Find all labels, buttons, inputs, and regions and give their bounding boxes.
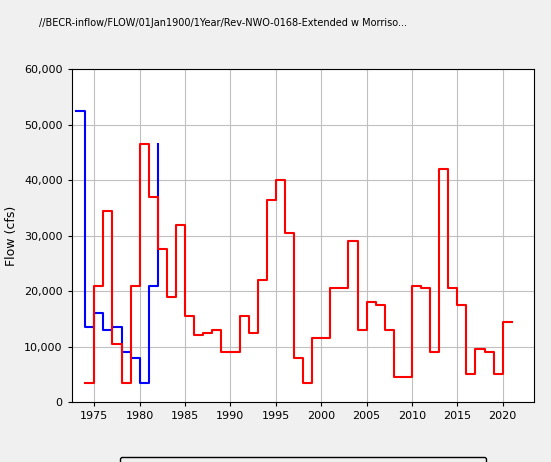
BECR-inflow Rev-NWO-0168 - WY FLOW [137,141,143,147]
BECR-inflow Rev-NWO-0168 - WY FLOW [263,197,270,202]
BECR-inflow Rev-NWO-0168-Extended w Morrison - WY FLOW [145,283,152,288]
Line: BECR-inflow Rev-NWO-0168-Extended w Morrison - WY FLOW: BECR-inflow Rev-NWO-0168-Extended w Morr… [76,111,158,383]
BECR-inflow Rev-NWO-0168 - WY FLOW [164,247,170,252]
Y-axis label: Flow (cfs): Flow (cfs) [6,206,18,266]
BECR-inflow Rev-NWO-0168-Extended w Morrison - WY FLOW [91,324,98,330]
BECR-inflow Rev-NWO-0168-Extended w Morrison - WY FLOW [73,108,79,114]
BECR-inflow Rev-NWO-0168-Extended w Morrison - WY FLOW [154,283,161,288]
BECR-inflow Rev-NWO-0168-Extended w Morrison - WY FLOW [82,324,89,330]
BECR-inflow Rev-NWO-0168-Extended w Morrison - WY FLOW [100,327,107,333]
BECR-inflow Rev-NWO-0168 - WY FLOW [200,333,207,338]
Text: //BECR-inflow/FLOW/01Jan1900/1Year/Rev-NWO-0168-Extended w Morriso...: //BECR-inflow/FLOW/01Jan1900/1Year/Rev-N… [39,18,407,29]
BECR-inflow Rev-NWO-0168-Extended w Morrison - WY FLOW [154,141,161,147]
BECR-inflow Rev-NWO-0168-Extended w Morrison - WY FLOW [118,324,125,330]
BECR-inflow Rev-NWO-0168 - WY FLOW [82,380,89,385]
Legend: BECR-inflow Rev-NWO-0168-Extended w Morrison - WY FLOW, BECR-inflow Rev-NWO-0168: BECR-inflow Rev-NWO-0168-Extended w Morr… [120,457,486,462]
BECR-inflow Rev-NWO-0168 - WY FLOW [255,330,261,335]
BECR-inflow Rev-NWO-0168-Extended w Morrison - WY FLOW [91,310,98,316]
Line: BECR-inflow Rev-NWO-0168 - WY FLOW: BECR-inflow Rev-NWO-0168 - WY FLOW [85,144,512,383]
BECR-inflow Rev-NWO-0168-Extended w Morrison - WY FLOW [145,380,152,385]
BECR-inflow Rev-NWO-0168 - WY FLOW [409,374,415,380]
BECR-inflow Rev-NWO-0168-Extended w Morrison - WY FLOW [100,310,107,316]
BECR-inflow Rev-NWO-0168-Extended w Morrison - WY FLOW [109,327,116,333]
BECR-inflow Rev-NWO-0168-Extended w Morrison - WY FLOW [82,108,89,114]
BECR-inflow Rev-NWO-0168-Extended w Morrison - WY FLOW [137,355,143,360]
BECR-inflow Rev-NWO-0168-Extended w Morrison - WY FLOW [127,349,134,355]
BECR-inflow Rev-NWO-0168-Extended w Morrison - WY FLOW [118,349,125,355]
BECR-inflow Rev-NWO-0168 - WY FLOW [509,319,515,324]
BECR-inflow Rev-NWO-0168-Extended w Morrison - WY FLOW [127,355,134,360]
BECR-inflow Rev-NWO-0168 - WY FLOW [345,286,352,291]
BECR-inflow Rev-NWO-0168-Extended w Morrison - WY FLOW [137,380,143,385]
BECR-inflow Rev-NWO-0168-Extended w Morrison - WY FLOW [109,324,116,330]
